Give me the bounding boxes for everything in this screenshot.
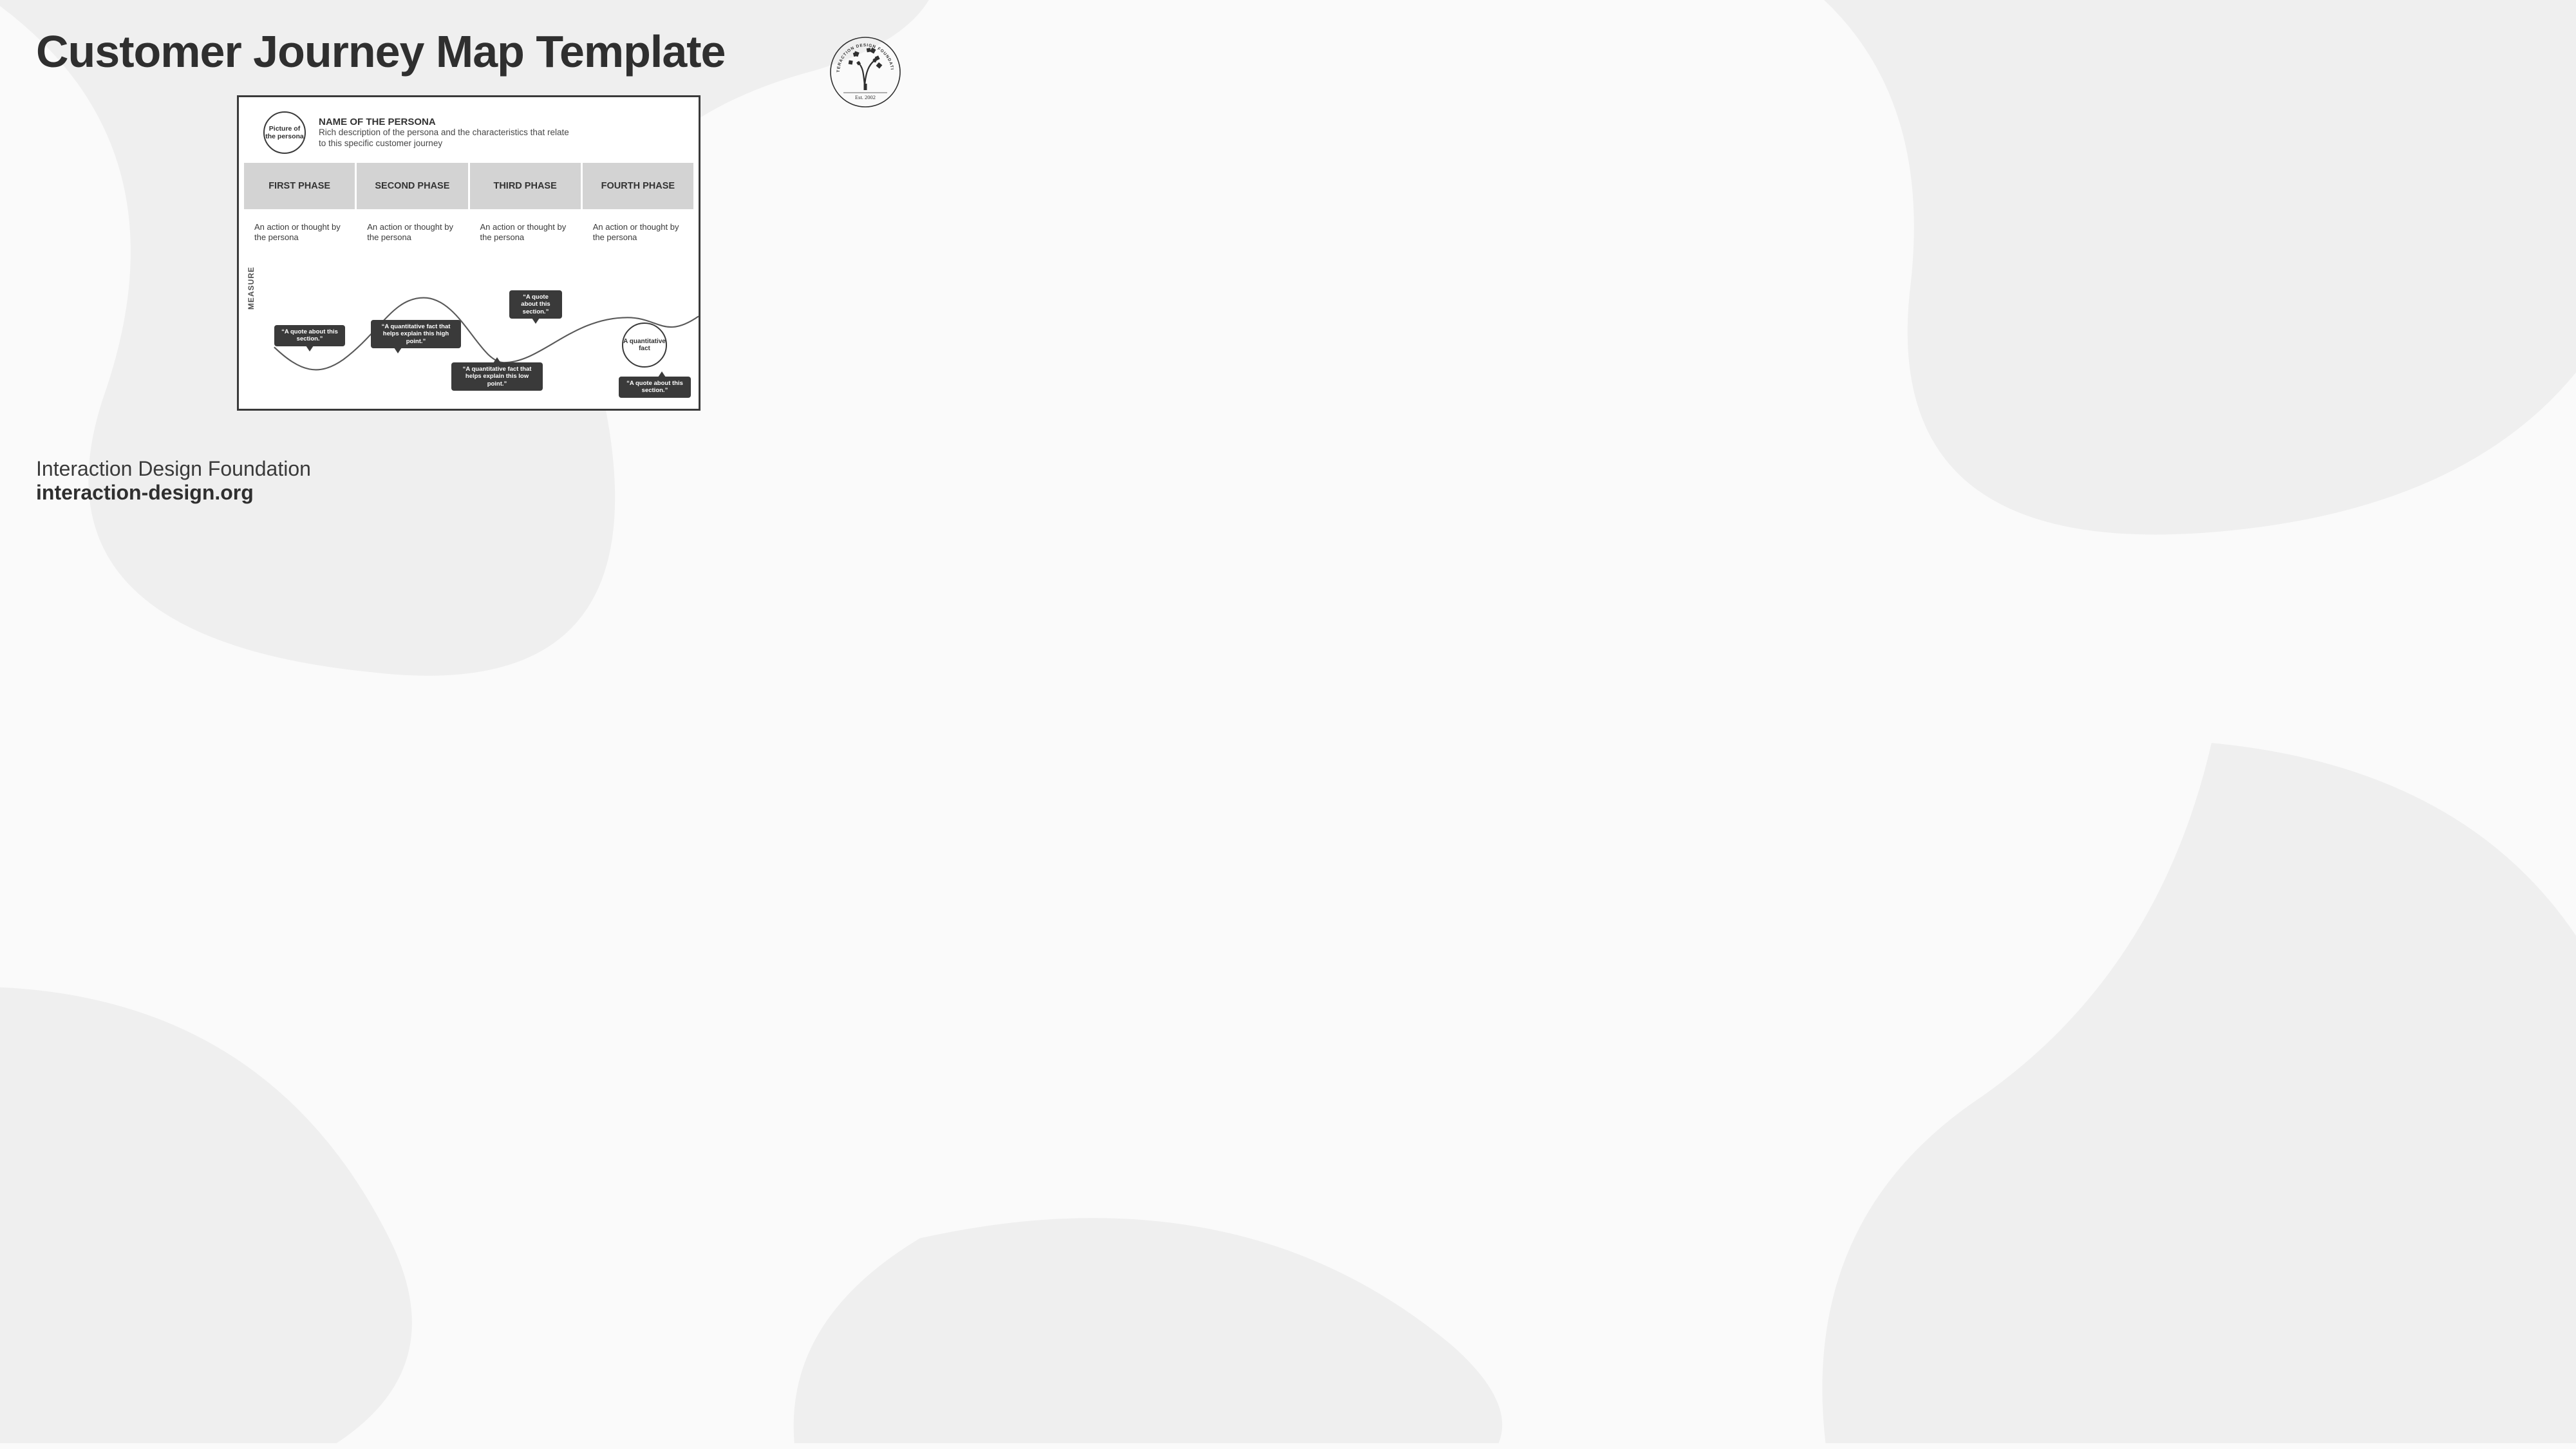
persona-description: Rich description of the persona and the … (319, 127, 576, 149)
idf-logo: INTERACTION DESIGN FOUNDATION Est. 2002 (829, 36, 901, 108)
quote-bubble: “A quote about this section.” (509, 290, 562, 319)
phase-action: An action or thought by the persona (583, 218, 693, 242)
quote-bubble: “A quote about this section.” (619, 377, 691, 398)
persona-picture-circle: Picture of the persona (263, 111, 306, 154)
persona-text: NAME OF THE PERSONA Rich description of … (319, 117, 679, 149)
measure-axis-label: MEASURE (247, 266, 256, 310)
persona-name: NAME OF THE PERSONA (319, 117, 679, 127)
fact-bubble-high: “A quantitative fact that helps explain … (371, 320, 461, 348)
page-title: Customer Journey Map Template (36, 26, 901, 77)
phase-header: THIRD PHASE (470, 163, 581, 209)
quote-bubble: “A quote about this section.” (274, 325, 345, 346)
persona-header: Picture of the persona NAME OF THE PERSO… (239, 97, 699, 163)
bubble-tail-icon (658, 371, 666, 377)
phase-header: FIRST PHASE (244, 163, 355, 209)
footer: Interaction Design Foundation interactio… (36, 457, 311, 505)
phase-header: SECOND PHASE (357, 163, 467, 209)
measure-area: MEASURE “A quote about this section.” “A… (239, 261, 699, 409)
phase-action: An action or thought by the persona (357, 218, 467, 242)
footer-org-name: Interaction Design Foundation (36, 457, 311, 481)
bubble-tail-icon (306, 346, 314, 351)
phase-header: FOURTH PHASE (583, 163, 693, 209)
phase-actions-row: An action or thought by the persona An a… (239, 209, 699, 242)
journey-map-template: Picture of the persona NAME OF THE PERSO… (237, 95, 700, 411)
phase-action: An action or thought by the persona (244, 218, 355, 242)
bubble-tail-icon (532, 318, 540, 324)
phases-header-row: FIRST PHASE SECOND PHASE THIRD PHASE FOU… (239, 163, 699, 209)
bubble-tail-icon (394, 348, 402, 353)
fact-bubble-low: “A quantitative fact that helps explain … (451, 362, 543, 391)
phase-action: An action or thought by the persona (470, 218, 581, 242)
fact-circle: A quantitative fact (622, 323, 667, 368)
svg-text:Est. 2002: Est. 2002 (855, 94, 876, 100)
slide: Customer Journey Map Template INTERACTIO… (0, 0, 937, 525)
bubble-tail-icon (493, 357, 501, 363)
footer-url: interaction-design.org (36, 481, 311, 505)
